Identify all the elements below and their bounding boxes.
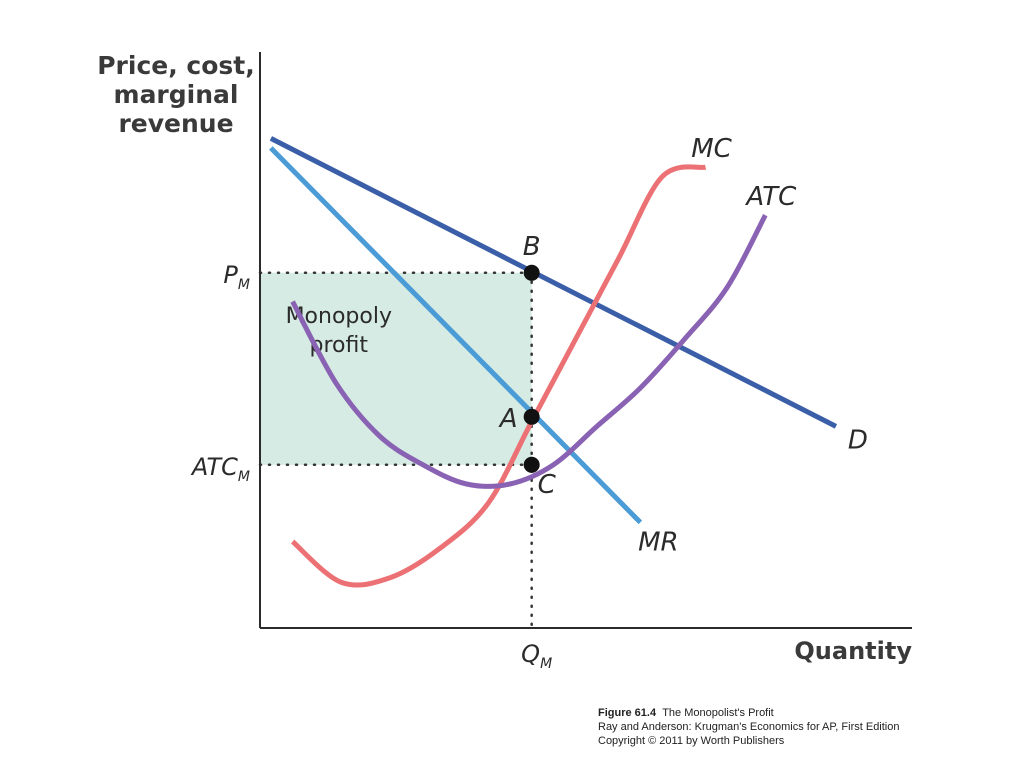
point-a: [523, 408, 540, 425]
curve-atc: [290, 214, 768, 489]
y-tick-atcm: ATCM: [190, 453, 250, 485]
equilibrium-points: [523, 264, 540, 473]
figure-number: Figure 61.4: [598, 707, 657, 719]
curve-label-d: D: [848, 425, 868, 455]
y-axis-label-line: Price, cost,: [97, 51, 255, 80]
y-axis-label-line: marginal: [114, 80, 239, 109]
axes: [259, 52, 912, 629]
curve-label-atc: ATC: [744, 182, 797, 212]
caption-source: Ray and Anderson: Krugman's Economics fo…: [598, 721, 900, 733]
x-axis-label-text: Quantity: [794, 637, 912, 665]
point-label-a: A: [498, 404, 518, 434]
point-c: [523, 456, 540, 473]
curve-d: [269, 136, 838, 429]
figure-caption: Figure 61.4 The Monopolist's Profit Ray …: [598, 706, 900, 748]
curve-label-mr: MR: [638, 527, 679, 557]
x-axis-label: Quantity: [794, 637, 912, 665]
curves: [269, 136, 838, 588]
y-axis-label-line: revenue: [118, 109, 233, 138]
curve-mc: [290, 164, 707, 588]
curve-mr: [269, 146, 643, 525]
curve-label-mc: MC: [691, 134, 732, 164]
curve-labels: B A C D MR MC ATC: [498, 134, 868, 557]
caption-copyright: Copyright © 2011 by Worth Publishers: [598, 735, 785, 747]
point-label-b: B: [523, 232, 541, 262]
point-b: [523, 264, 540, 281]
point-label-c: C: [538, 470, 557, 500]
axis-tick-labels: PM ATCM QM: [190, 261, 552, 672]
figure-title: The Monopolist's Profit: [662, 707, 774, 719]
y-tick-pm: PM: [223, 261, 250, 293]
x-tick-qm: QM: [521, 640, 552, 672]
